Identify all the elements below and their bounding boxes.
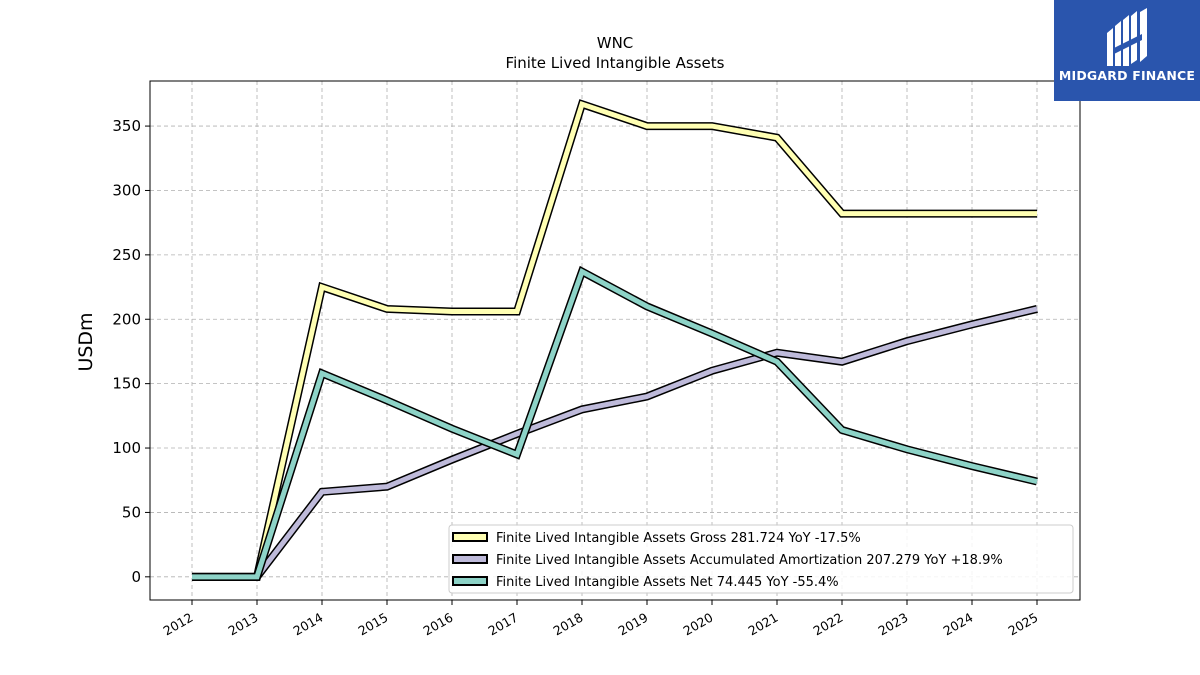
- x-tick-label: 2024: [940, 610, 975, 639]
- logo-mark-icon: [1107, 8, 1147, 66]
- y-tick-label: 300: [112, 181, 141, 199]
- legend-item: Finite Lived Intangible Assets Net 74.44…: [452, 575, 839, 590]
- logo-text: MIDGARD FINANCE: [1058, 68, 1196, 83]
- x-tick-label: 2018: [550, 610, 585, 639]
- series-3: [192, 265, 1038, 581]
- chart-title: WNC: [597, 34, 634, 52]
- legend-label: Finite Lived Intangible Assets Net 74.44…: [496, 575, 839, 590]
- x-tick-label: 2020: [680, 610, 715, 639]
- y-tick-label: 200: [112, 310, 141, 328]
- x-tick-label: 2025: [1005, 610, 1040, 639]
- series-line: [192, 306, 1038, 580]
- series-line: [192, 268, 1038, 580]
- legend: Finite Lived Intangible Assets Gross 281…: [448, 524, 1074, 594]
- y-tick-label: 0: [131, 568, 141, 586]
- x-tick-label: 2023: [875, 610, 910, 639]
- y-tick-label: 50: [122, 503, 141, 521]
- x-tick-label: 2016: [420, 610, 455, 639]
- legend-label: Finite Lived Intangible Assets Accumulat…: [496, 553, 1003, 568]
- x-tick-label: 2015: [355, 610, 390, 639]
- legend-swatch: [452, 554, 488, 564]
- y-tick-label: 350: [112, 117, 141, 135]
- x-tick-label: 2017: [485, 610, 520, 639]
- series-1: [192, 99, 1037, 581]
- legend-swatch: [452, 532, 488, 542]
- x-tick-label: 2021: [745, 610, 780, 639]
- series-line: [192, 100, 1037, 580]
- x-tick-label: 2014: [290, 610, 325, 639]
- chart-subtitle: Finite Lived Intangible Assets: [506, 54, 725, 72]
- x-tick-label: 2019: [615, 610, 650, 639]
- y-axis-label: USDm: [75, 312, 97, 371]
- series-2: [192, 305, 1038, 581]
- y-tick-label: 150: [112, 375, 141, 393]
- legend-item: Finite Lived Intangible Assets Gross 281…: [452, 531, 861, 546]
- y-tick-label: 250: [112, 246, 141, 264]
- legend-label: Finite Lived Intangible Assets Gross 281…: [496, 531, 861, 546]
- legend-swatch: [452, 576, 488, 586]
- x-tick-label: 2013: [225, 610, 260, 639]
- legend-item: Finite Lived Intangible Assets Accumulat…: [452, 553, 1003, 568]
- legend-box: [448, 524, 1074, 594]
- brand-logo: MIDGARD FINANCE: [1054, 0, 1200, 101]
- y-tick-label: 100: [112, 439, 141, 457]
- x-tick-label: 2012: [160, 610, 195, 639]
- x-tick-label: 2022: [810, 610, 845, 639]
- plot-frame: [149, 80, 1081, 601]
